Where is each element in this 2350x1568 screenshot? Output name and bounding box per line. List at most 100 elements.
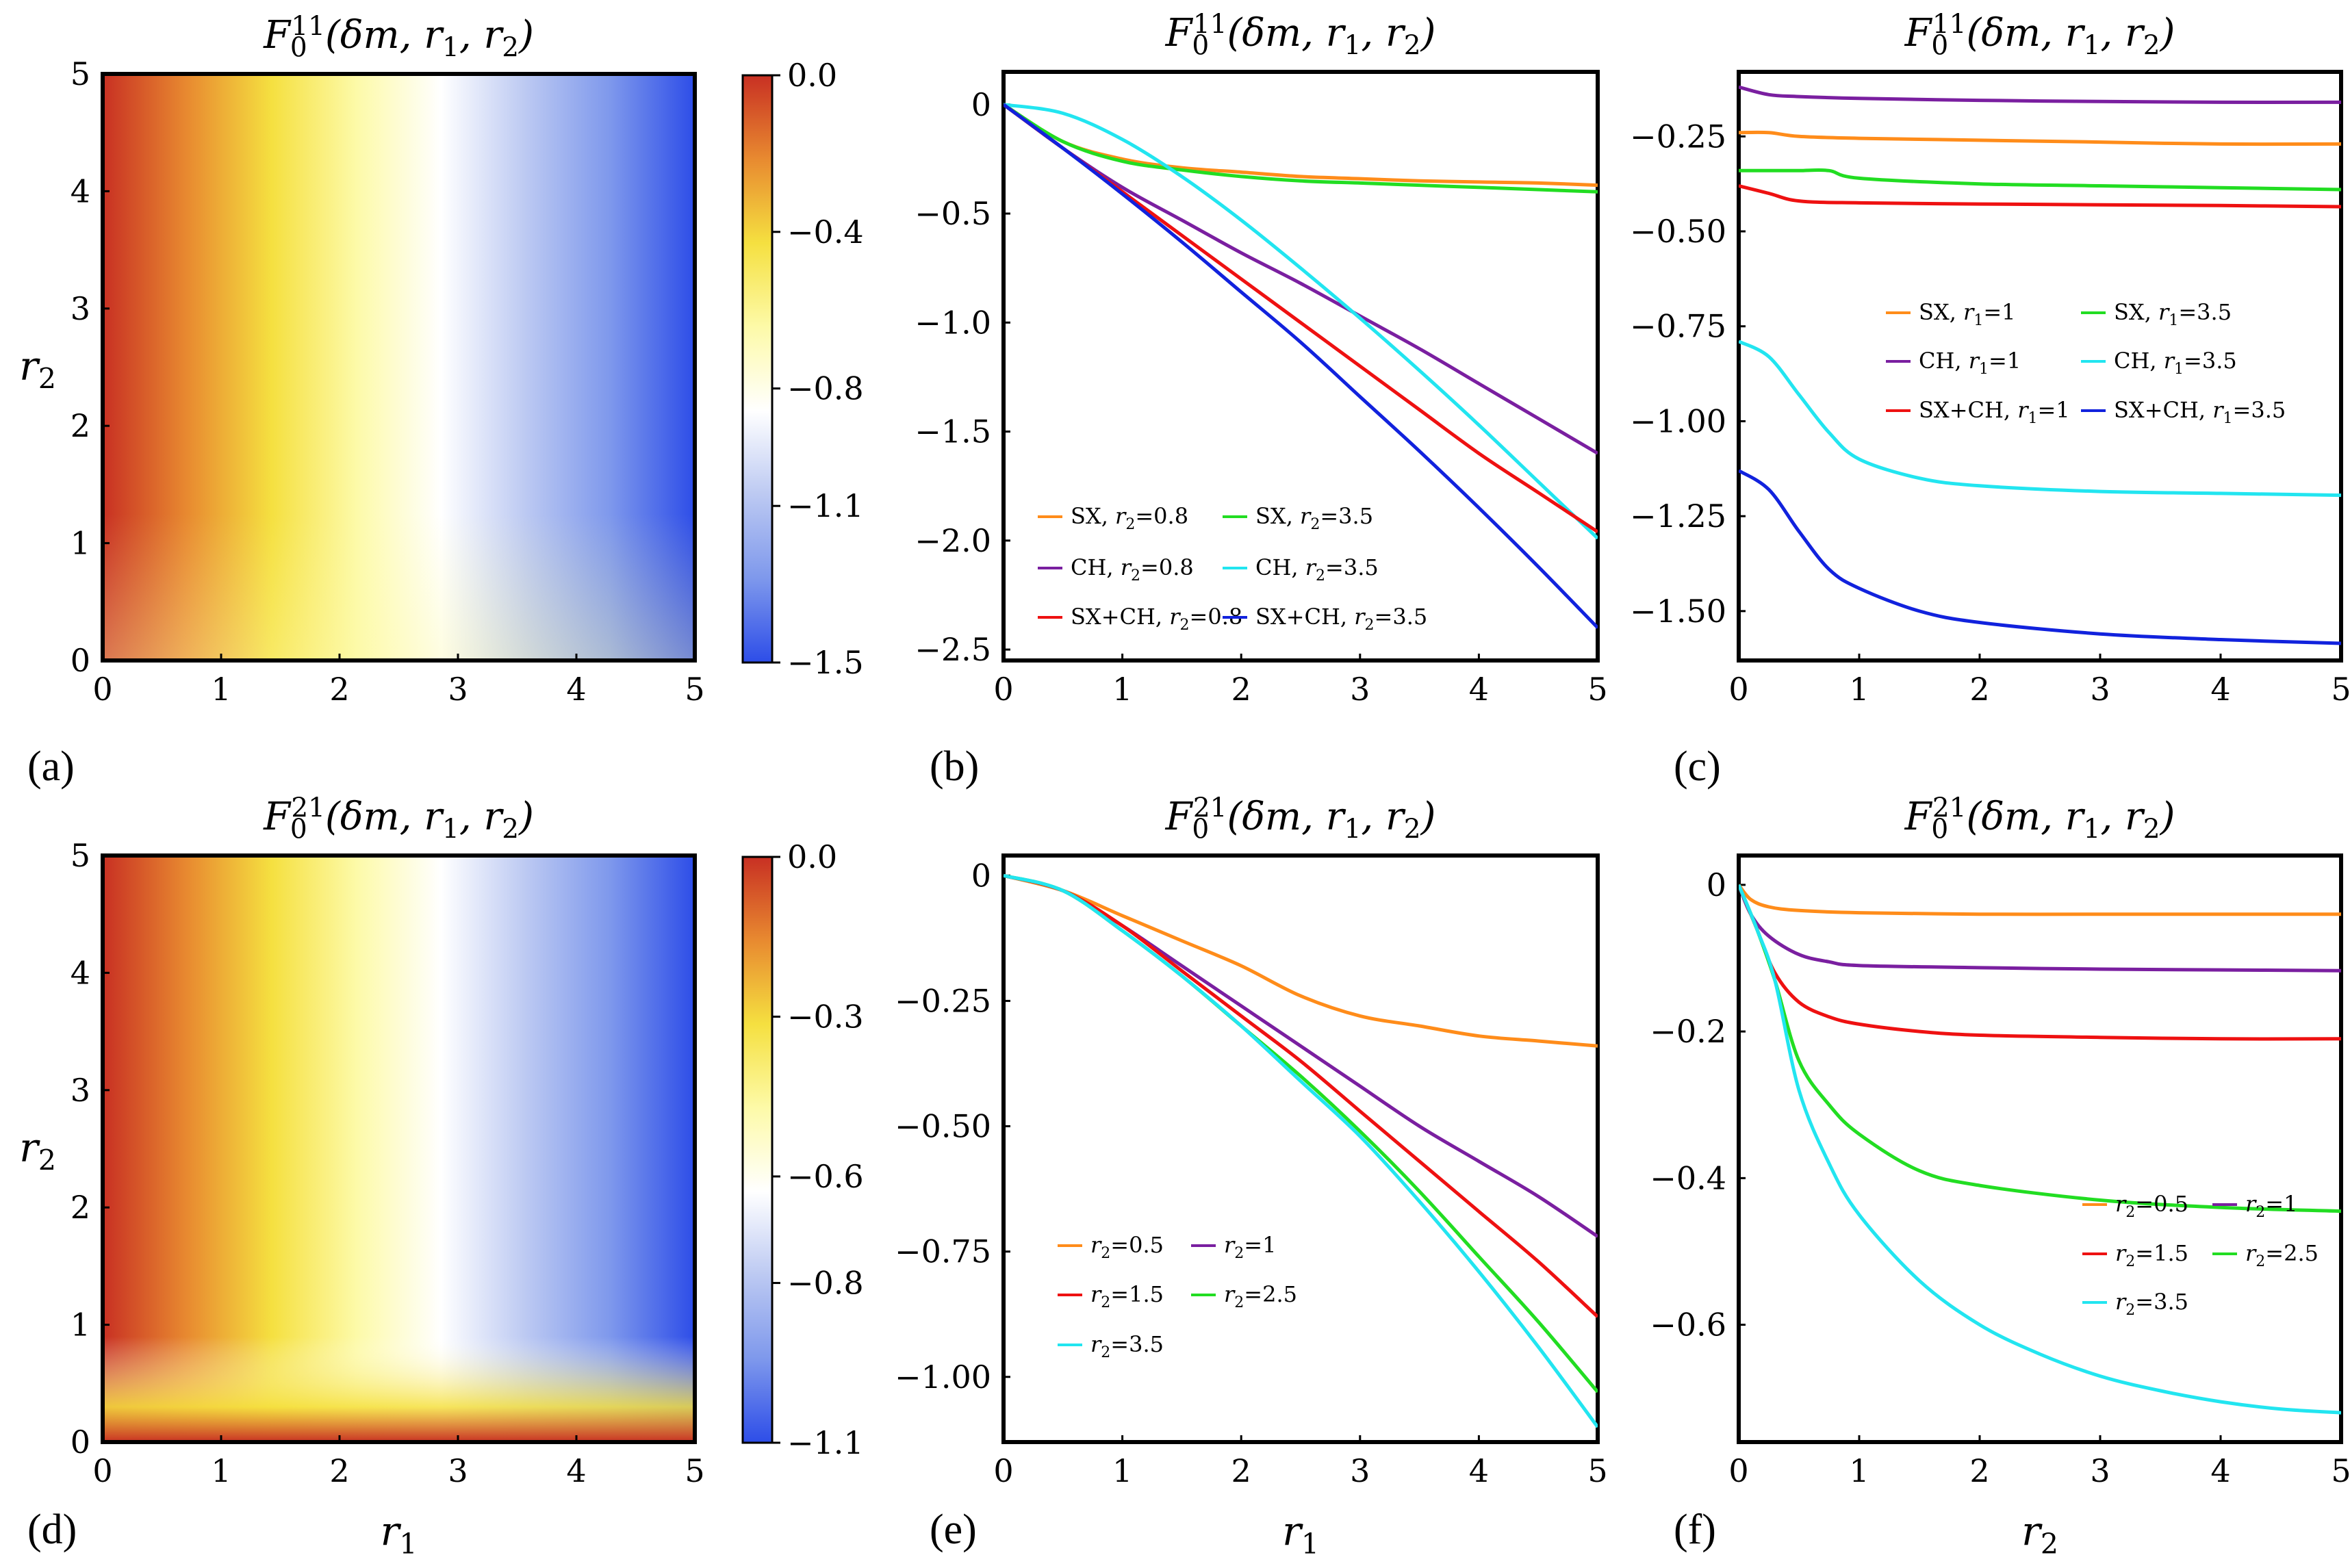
x-tick-label: 0 <box>92 671 112 708</box>
colorbar <box>741 856 774 1444</box>
plot-frame <box>1737 853 2343 1444</box>
x-tick-label: 5 <box>1587 671 1607 708</box>
legend-label: SX+CH, r2=0.8 <box>1071 604 1242 634</box>
colorbar-tick-label: −0.3 <box>787 998 864 1035</box>
panel-f-title: F021(δm, r1, r2) <box>1904 793 2175 845</box>
x-tick-label: 5 <box>2331 1452 2350 1489</box>
panel-b: F011(δm, r1, r2) (b) 0 1 2 3 4 5 0 −0.5 −1.0 −1.5 −2… <box>915 10 1607 790</box>
heatmap-field-overlay <box>103 74 695 660</box>
legend-label: CH, r1=1 <box>1919 348 2021 378</box>
legend-label: r2=2.5 <box>1224 1281 1297 1311</box>
x-tick-label: 4 <box>2210 1452 2230 1489</box>
legend-label: CH, r2=0.8 <box>1071 554 1194 584</box>
series-line-c-3 <box>1739 339 2341 498</box>
y-tick-label: 4 <box>71 954 90 991</box>
colorbar-tick-label: −0.8 <box>787 370 864 407</box>
y-tick-label: −1.00 <box>1630 402 1726 439</box>
x-tick-label: 5 <box>2331 671 2350 708</box>
panel-e: F021(δm, r1, r2) (e) 0 1 2 3 4 5 0 −0.25 −0.50 −0.7… <box>895 793 1608 1553</box>
legend-label: SX, r1=1 <box>1919 299 2016 329</box>
x-tick-label: 3 <box>448 671 468 708</box>
legend-label: r2=0.5 <box>2115 1191 2188 1221</box>
x-tick-label: 1 <box>1112 671 1132 708</box>
legend: SX, r1=1 SX, r1=3.5 CH, r1=1 CH, r1=3.5 SX+C… <box>1886 299 2286 427</box>
panel-a-label: (a) <box>27 743 75 790</box>
panel-b-label: (b) <box>930 743 979 790</box>
legend-label: r2=2.5 <box>2245 1240 2319 1270</box>
x-tick-label: 3 <box>1350 671 1370 708</box>
plot-frame <box>1001 853 1600 1444</box>
panel-f: F021(δm, r1, r2) (f) 0 1 2 3 4 5 0 −0.2 −0.4 −0.6 r2… <box>1650 793 2350 1553</box>
series-line-b-0 <box>1004 103 1598 188</box>
x-tick-label: 2 <box>1231 1452 1251 1489</box>
y-tick-label: −0.50 <box>1630 213 1726 250</box>
y-tick-label: 0 <box>71 1424 90 1461</box>
panel-d-label: (d) <box>27 1506 77 1553</box>
y-tick-label: 2 <box>71 1189 90 1226</box>
x-tick-label: 1 <box>211 671 231 708</box>
colorbar-tick-label: −0.8 <box>787 1265 864 1302</box>
y-tick-label: −0.75 <box>1630 308 1726 345</box>
series-line-e-4 <box>1004 873 1598 1428</box>
series-line-c-4 <box>1739 184 2341 209</box>
colorbar-tick-label: 0.0 <box>787 838 837 875</box>
series-line-f-0 <box>1739 884 2341 916</box>
x-tick-label: 4 <box>1469 671 1489 708</box>
panel-d: F021(δm, r1, r2) (d) 0.0 −0.3 −0.6 −0.8 −1.1 0 1… <box>27 793 864 1553</box>
x-tick-label: 4 <box>566 1452 586 1489</box>
series-line-b-5 <box>1004 103 1598 629</box>
y-axis-label: r2 <box>19 1124 56 1177</box>
colorbar <box>741 74 774 664</box>
series-line-f-4 <box>1739 884 2341 1415</box>
legend: r2=0.5 r2=1 r2=1.5 r2=2.5 r2=3.5 <box>1058 1232 1297 1361</box>
colorbar-tick-label: −1.5 <box>787 644 864 681</box>
y-tick-label: −0.4 <box>1650 1159 1726 1196</box>
colorbar-tick-label: −0.6 <box>787 1158 864 1195</box>
legend-label: SX, r2=3.5 <box>1255 503 1373 533</box>
panel-a-title: F011(δm, r1, r2) <box>263 12 534 64</box>
y-tick-label: 1 <box>71 1307 90 1344</box>
x-tick-label: 2 <box>1969 1452 1989 1489</box>
y-tick-label: 5 <box>71 55 90 92</box>
x-tick-label: 1 <box>1849 1452 1869 1489</box>
series-line-c-5 <box>1739 469 2341 645</box>
legend-label: SX, r2=0.8 <box>1071 503 1188 533</box>
series-line-b-2 <box>1004 103 1598 455</box>
colorbar-tick-label: 0.0 <box>787 57 837 94</box>
legend-label: CH, r2=3.5 <box>1255 554 1379 584</box>
x-tick-label: 2 <box>329 1452 349 1489</box>
x-tick-label: 3 <box>1350 1452 1370 1489</box>
panel-d-title: F021(δm, r1, r2) <box>263 793 534 845</box>
legend-label: r2=1.5 <box>2115 1240 2188 1270</box>
panel-c: F011(δm, r1, r2) (c)0 1 2 3 4 5 −0.25 −0.50 −0.75… <box>1630 10 2350 790</box>
panel-e-title: F021(δm, r1, r2) <box>1165 793 1436 845</box>
legend-label: SX+CH, r1=3.5 <box>2114 397 2286 427</box>
x-tick-label: 0 <box>1728 671 1748 708</box>
y-tick-label: −2.5 <box>915 631 991 668</box>
legend-label: SX+CH, r2=3.5 <box>1255 604 1427 634</box>
panel-b-title: F011(δm, r1, r2) <box>1165 10 1436 62</box>
y-tick-label: 3 <box>71 1072 90 1109</box>
x-axis-label: r1 <box>1282 1508 1319 1560</box>
y-tick-label: −1.50 <box>1630 593 1726 630</box>
y-tick-label: 0 <box>971 857 991 894</box>
y-tick-label: 0 <box>1707 866 1726 903</box>
y-tick-label: 0 <box>71 642 90 679</box>
x-tick-label: 0 <box>993 671 1013 708</box>
series-line-f-1 <box>1739 884 2341 973</box>
plot-frame <box>1737 70 2343 663</box>
colorbar-tick-label: −0.4 <box>787 214 864 250</box>
y-tick-label: −2.0 <box>915 522 991 559</box>
x-tick-label: 5 <box>685 671 704 708</box>
x-tick-label: 3 <box>448 1452 468 1489</box>
y-tick-label: −0.50 <box>895 1108 991 1145</box>
y-tick-label: 3 <box>71 290 90 327</box>
panel-e-label: (e) <box>930 1506 977 1553</box>
legend-label: CH, r1=3.5 <box>2114 348 2237 378</box>
legend-label: r2=1 <box>2245 1191 2297 1221</box>
series-line-e-2 <box>1004 873 1598 1318</box>
panel-a: F011(δm, r1, r2) (a) 0.0 −0.4 −0.8 −1.1 −1.5 0 1… <box>27 12 864 790</box>
y-tick-label: 5 <box>71 837 90 874</box>
heatmap-field-overlay <box>103 856 695 1442</box>
legend-label: r2=1.5 <box>1090 1281 1164 1311</box>
